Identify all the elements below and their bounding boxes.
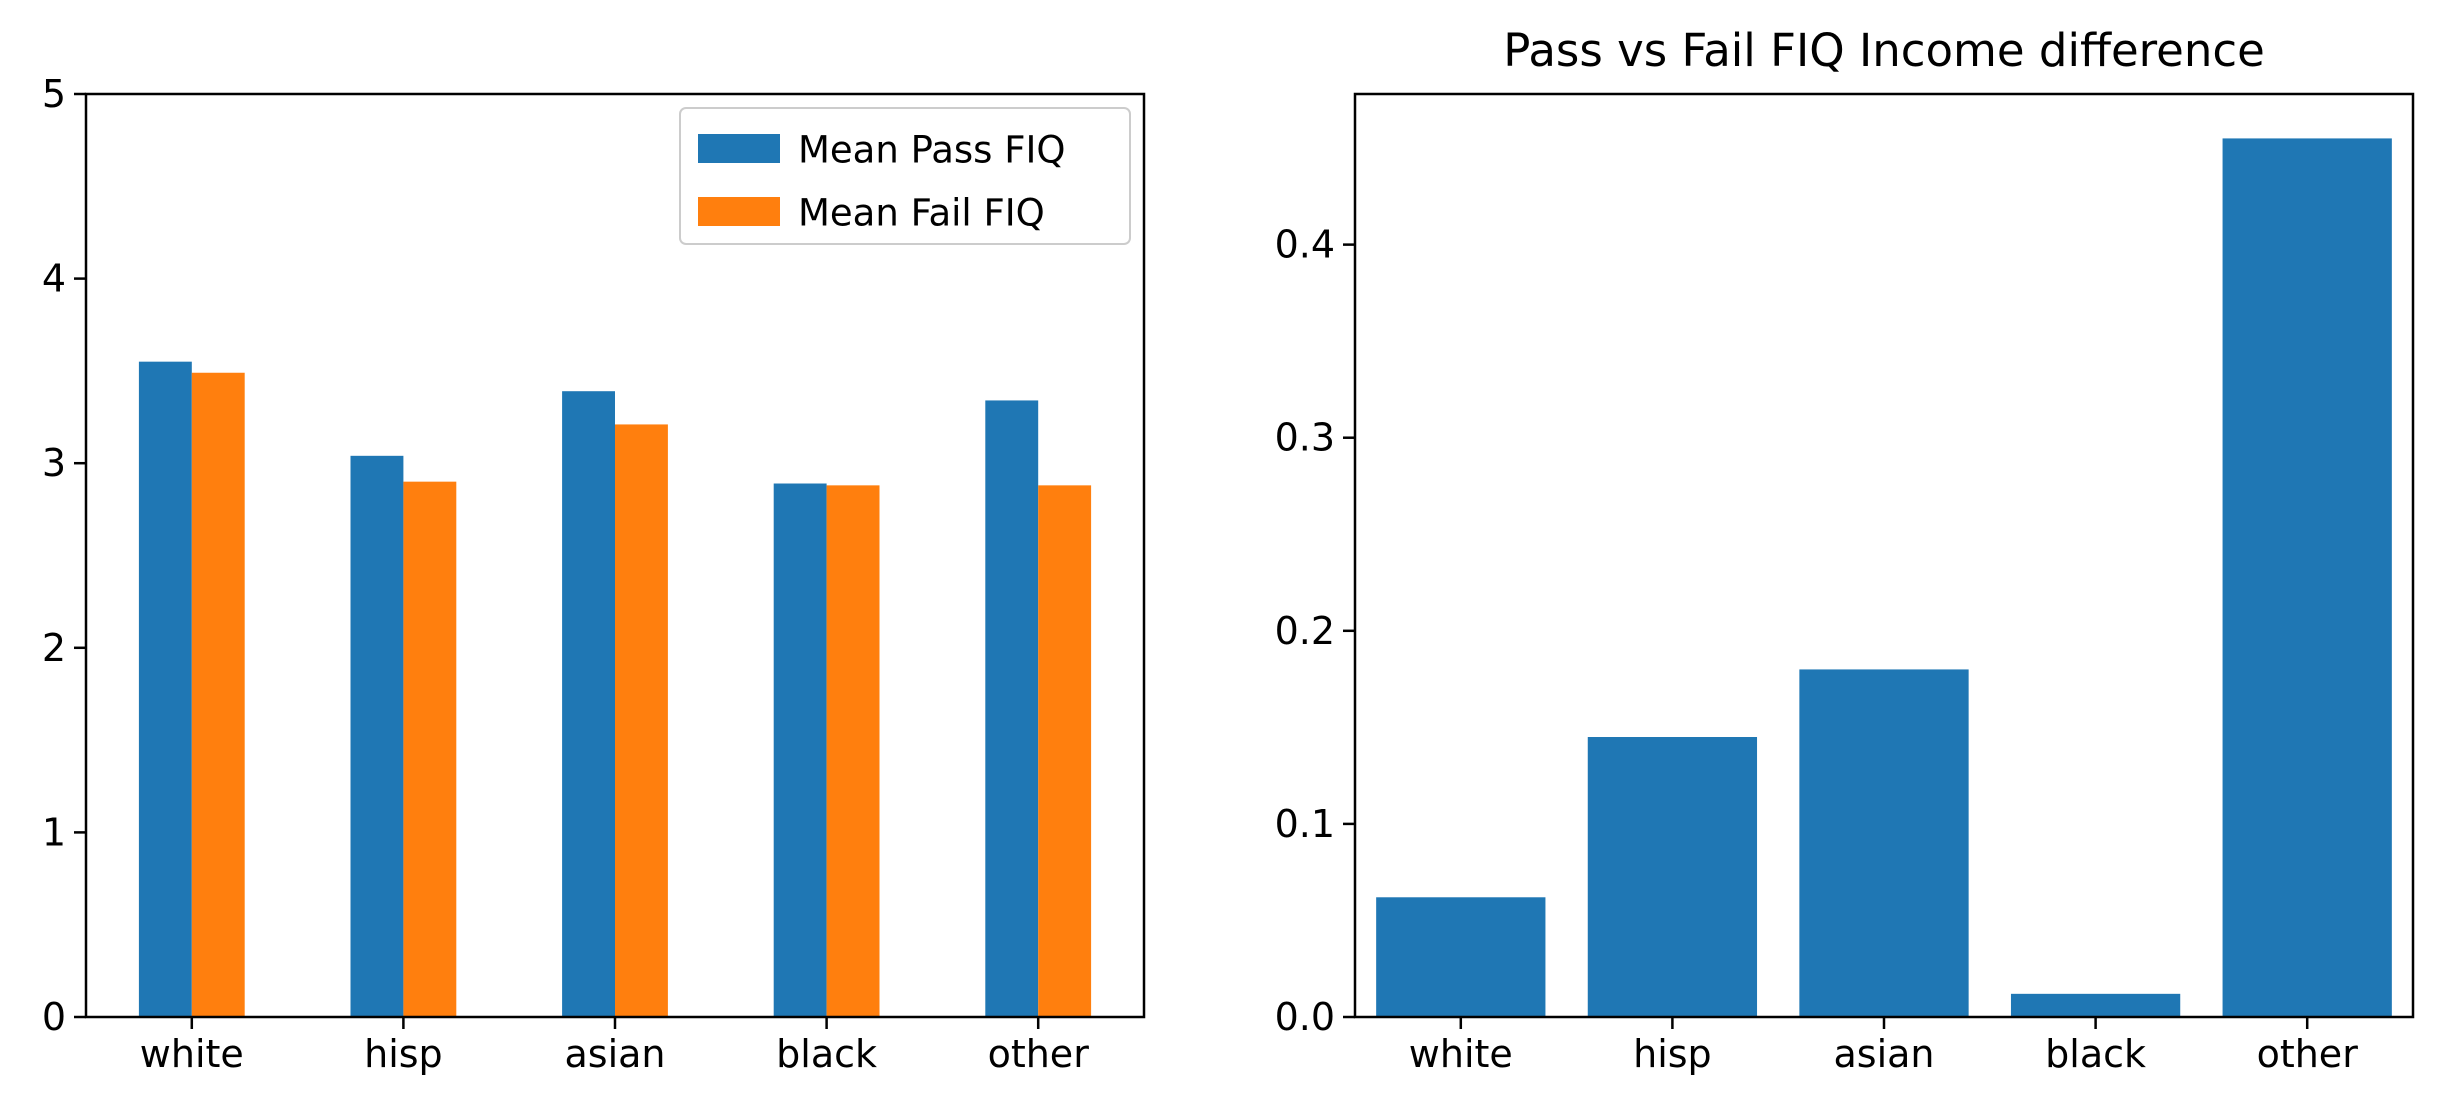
legend-label-2: Mean Fail FIQ: [798, 192, 1045, 235]
y-tick-label: 0.4: [1275, 223, 1335, 267]
x-tick-label-other: other: [988, 1032, 1090, 1076]
x-tick-label-black: black: [776, 1032, 877, 1076]
bar-asian-series-1: [562, 391, 615, 1017]
bar-other: [2222, 138, 2392, 1018]
y-tick-label: 1: [42, 810, 66, 854]
left-bar-chart: 0 1 2 3 4 5 white hisp asian black other Mean Pass …: [42, 72, 1146, 1076]
y-tick-label: 0.3: [1275, 416, 1335, 460]
bar-black-series-2: [826, 485, 880, 1017]
x-tick-label-black: black: [2045, 1032, 2146, 1076]
legend-swatch-2: [698, 197, 780, 226]
x-tick-label-white: white: [1409, 1032, 1513, 1076]
y-tick-label: 0: [42, 995, 66, 1039]
y-tick-label: 4: [42, 257, 66, 301]
bar-hisp-series-2: [403, 481, 457, 1017]
y-tick-label: 3: [42, 441, 66, 485]
legend: Mean Pass FIQ Mean Fail FIQ: [679, 107, 1131, 245]
x-tick-label-hisp: hisp: [364, 1032, 443, 1076]
legend-box: [679, 107, 1131, 245]
bar-white-series-2: [191, 372, 245, 1018]
x-tick-label-other: other: [2257, 1032, 2359, 1076]
y-tick-label: 0.1: [1275, 802, 1335, 846]
bar-white-series-1: [138, 361, 192, 1017]
bar-black-series-1: [773, 483, 827, 1018]
y-tick-label: 5: [42, 72, 66, 116]
y-tick-label: 0.2: [1275, 609, 1335, 653]
bar-other-series-2: [1038, 485, 1092, 1017]
bar-asian: [1799, 669, 1969, 1017]
bar-black: [2010, 993, 2181, 1017]
right-bar-chart: 0.0 0.1 0.2 0.3 0.4 white hisp asian black other P…: [1275, 24, 2415, 1076]
bar-white: [1376, 897, 1546, 1017]
y-tick-label: 0.0: [1275, 995, 1335, 1039]
bar-asian-series-2: [615, 424, 668, 1018]
x-tick-label-asian: asian: [1833, 1032, 1934, 1076]
x-tick-label-white: white: [140, 1032, 244, 1076]
bar-hisp-series-1: [350, 455, 404, 1017]
legend-swatch-1: [698, 134, 780, 163]
x-tick-label-asian: asian: [564, 1032, 665, 1076]
bar-hisp: [1587, 737, 1758, 1017]
legend-label-1: Mean Pass FIQ: [798, 129, 1066, 172]
bar-other-series-1: [985, 400, 1039, 1017]
y-tick-label: 2: [42, 626, 66, 670]
x-tick-label-hisp: hisp: [1633, 1032, 1712, 1076]
chart-title: Pass vs Fail FIQ Income difference: [1503, 24, 2265, 77]
